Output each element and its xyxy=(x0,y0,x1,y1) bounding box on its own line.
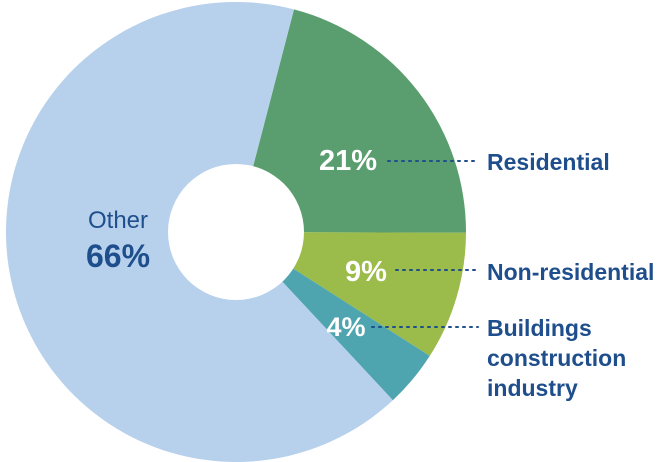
donut-hole xyxy=(168,164,304,300)
slice-label-other: Other xyxy=(88,207,148,234)
legend-label-residential: Residential xyxy=(487,149,610,175)
slice-pct-non-residential: 9% xyxy=(345,256,387,288)
slice-pct-residential: 21% xyxy=(319,145,377,177)
legend-label-buildings-line-1: Buildings xyxy=(487,315,592,341)
legend-label-non-residential: Non-residential xyxy=(487,259,654,285)
legend-label-buildings-line-2: construction xyxy=(487,345,626,371)
slice-residential xyxy=(236,9,466,233)
slice-pct-other: 66% xyxy=(86,238,150,274)
legend-label-buildings-line-3: industry xyxy=(487,375,578,401)
slice-pct-buildings-construction: 4% xyxy=(326,312,365,342)
